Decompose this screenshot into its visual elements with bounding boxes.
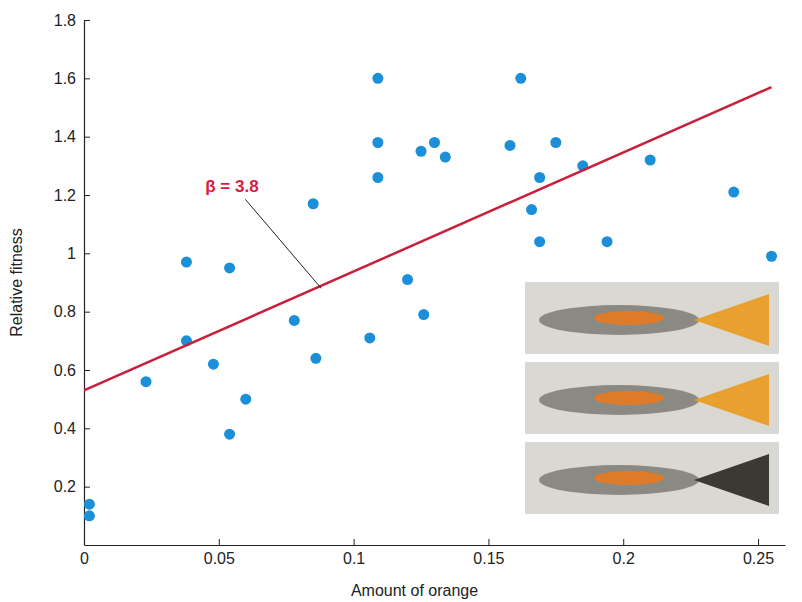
x-tick-mark (354, 539, 355, 545)
y-tick-mark (84, 370, 90, 371)
x-tick-label: 0.2 (613, 550, 635, 567)
y-tick-mark (84, 487, 90, 488)
x-tick-label: 0 (80, 550, 89, 567)
point (141, 376, 152, 387)
x-tick: 0.25 (743, 539, 774, 567)
point (308, 198, 319, 209)
point (416, 146, 427, 157)
y-tick: 1.6 (54, 70, 90, 87)
point (224, 429, 235, 440)
y-tick: 1.2 (54, 187, 90, 204)
fish-body (539, 305, 699, 335)
point (645, 155, 656, 166)
point (224, 262, 235, 273)
y-tick-label: 1 (67, 245, 76, 262)
fish-tail (694, 294, 769, 346)
fish-body (539, 465, 699, 495)
x-tick: 0.2 (613, 539, 635, 567)
x-tick-mark (488, 539, 489, 545)
point (504, 140, 515, 151)
fish-patch (594, 391, 664, 405)
y-tick-mark (84, 428, 90, 429)
plot-area (84, 73, 777, 521)
y-tick-label: 0.2 (54, 478, 76, 495)
y-tick: 1.8 (54, 12, 90, 29)
y-axis: 0.2 0.4 0.6 0.8 1 1.2 1.4 1.6 1.8 (54, 12, 90, 546)
point (289, 315, 300, 326)
point (84, 510, 95, 521)
x-tick-mark (623, 539, 624, 545)
inset-frame (519, 276, 785, 520)
point (418, 309, 429, 320)
x-axis-title: Amount of orange (351, 582, 478, 599)
y-tick: 0.2 (54, 478, 90, 495)
y-tick: 0.6 (54, 362, 90, 379)
point (310, 353, 321, 364)
x-tick-label: 0.15 (473, 550, 504, 567)
point (372, 73, 383, 84)
annotation-leader (245, 199, 321, 288)
y-tick-label: 0.4 (54, 420, 76, 437)
y-tick-mark (84, 312, 90, 313)
point (602, 236, 613, 247)
inset-photo (525, 442, 779, 514)
y-tick-mark (84, 253, 90, 254)
fish-patch (594, 311, 664, 325)
x-tick-label: 0.05 (204, 550, 235, 567)
inset-photos (519, 276, 785, 520)
point (728, 187, 739, 198)
y-axis-title: Relative fitness (8, 228, 25, 337)
x-tick-label: 0.1 (343, 550, 365, 567)
fish-tail (694, 374, 769, 426)
y-tick: 0.8 (54, 303, 90, 320)
x-tick-label: 0.25 (743, 550, 774, 567)
point (550, 137, 561, 148)
point (208, 359, 219, 370)
point (766, 251, 777, 262)
point (440, 152, 451, 163)
x-tick-mark (758, 539, 759, 545)
y-tick-label: 1.6 (54, 70, 76, 87)
y-tick-label: 1.4 (54, 128, 76, 145)
y-tick-mark (84, 195, 90, 196)
x-tick-mark (219, 539, 220, 545)
y-tick: 1 (67, 245, 90, 262)
inset-photo (525, 282, 779, 354)
point (240, 394, 251, 405)
fit-line (84, 87, 772, 390)
inset-photo (525, 362, 779, 434)
chart: 0 0.05 0.1 0.15 0.2 0.25 0.2 0.4 0.6 0.8 1 1.2 1.4 1.… (0, 0, 802, 602)
point (534, 236, 545, 247)
x-tick: 0.15 (473, 539, 504, 567)
point (429, 137, 440, 148)
point (181, 257, 192, 268)
annotation: β = 3.8 (205, 177, 258, 196)
y-tick: 0.4 (54, 420, 90, 437)
y-tick: 1.4 (54, 128, 90, 145)
fish-body (539, 385, 699, 415)
y-tick-label: 0.6 (54, 362, 76, 379)
point (364, 332, 375, 343)
y-tick-mark (84, 137, 90, 138)
point (372, 172, 383, 183)
y-tick-mark (84, 20, 90, 21)
x-axis-line (85, 545, 786, 546)
y-axis-line (84, 21, 85, 546)
fish-patch (594, 471, 664, 485)
point (402, 274, 413, 285)
y-tick-label: 1.2 (54, 187, 76, 204)
y-tick-mark (84, 78, 90, 79)
point (515, 73, 526, 84)
point (372, 137, 383, 148)
y-tick-label: 1.8 (54, 12, 76, 29)
x-tick: 0.05 (204, 539, 235, 567)
point (526, 204, 537, 215)
x-tick: 0.1 (343, 539, 365, 567)
x-axis: 0 0.05 0.1 0.15 0.2 0.25 (80, 539, 785, 567)
point (84, 499, 95, 510)
fish-tail (694, 454, 769, 506)
point (534, 172, 545, 183)
y-tick-label: 0.8 (54, 303, 76, 320)
